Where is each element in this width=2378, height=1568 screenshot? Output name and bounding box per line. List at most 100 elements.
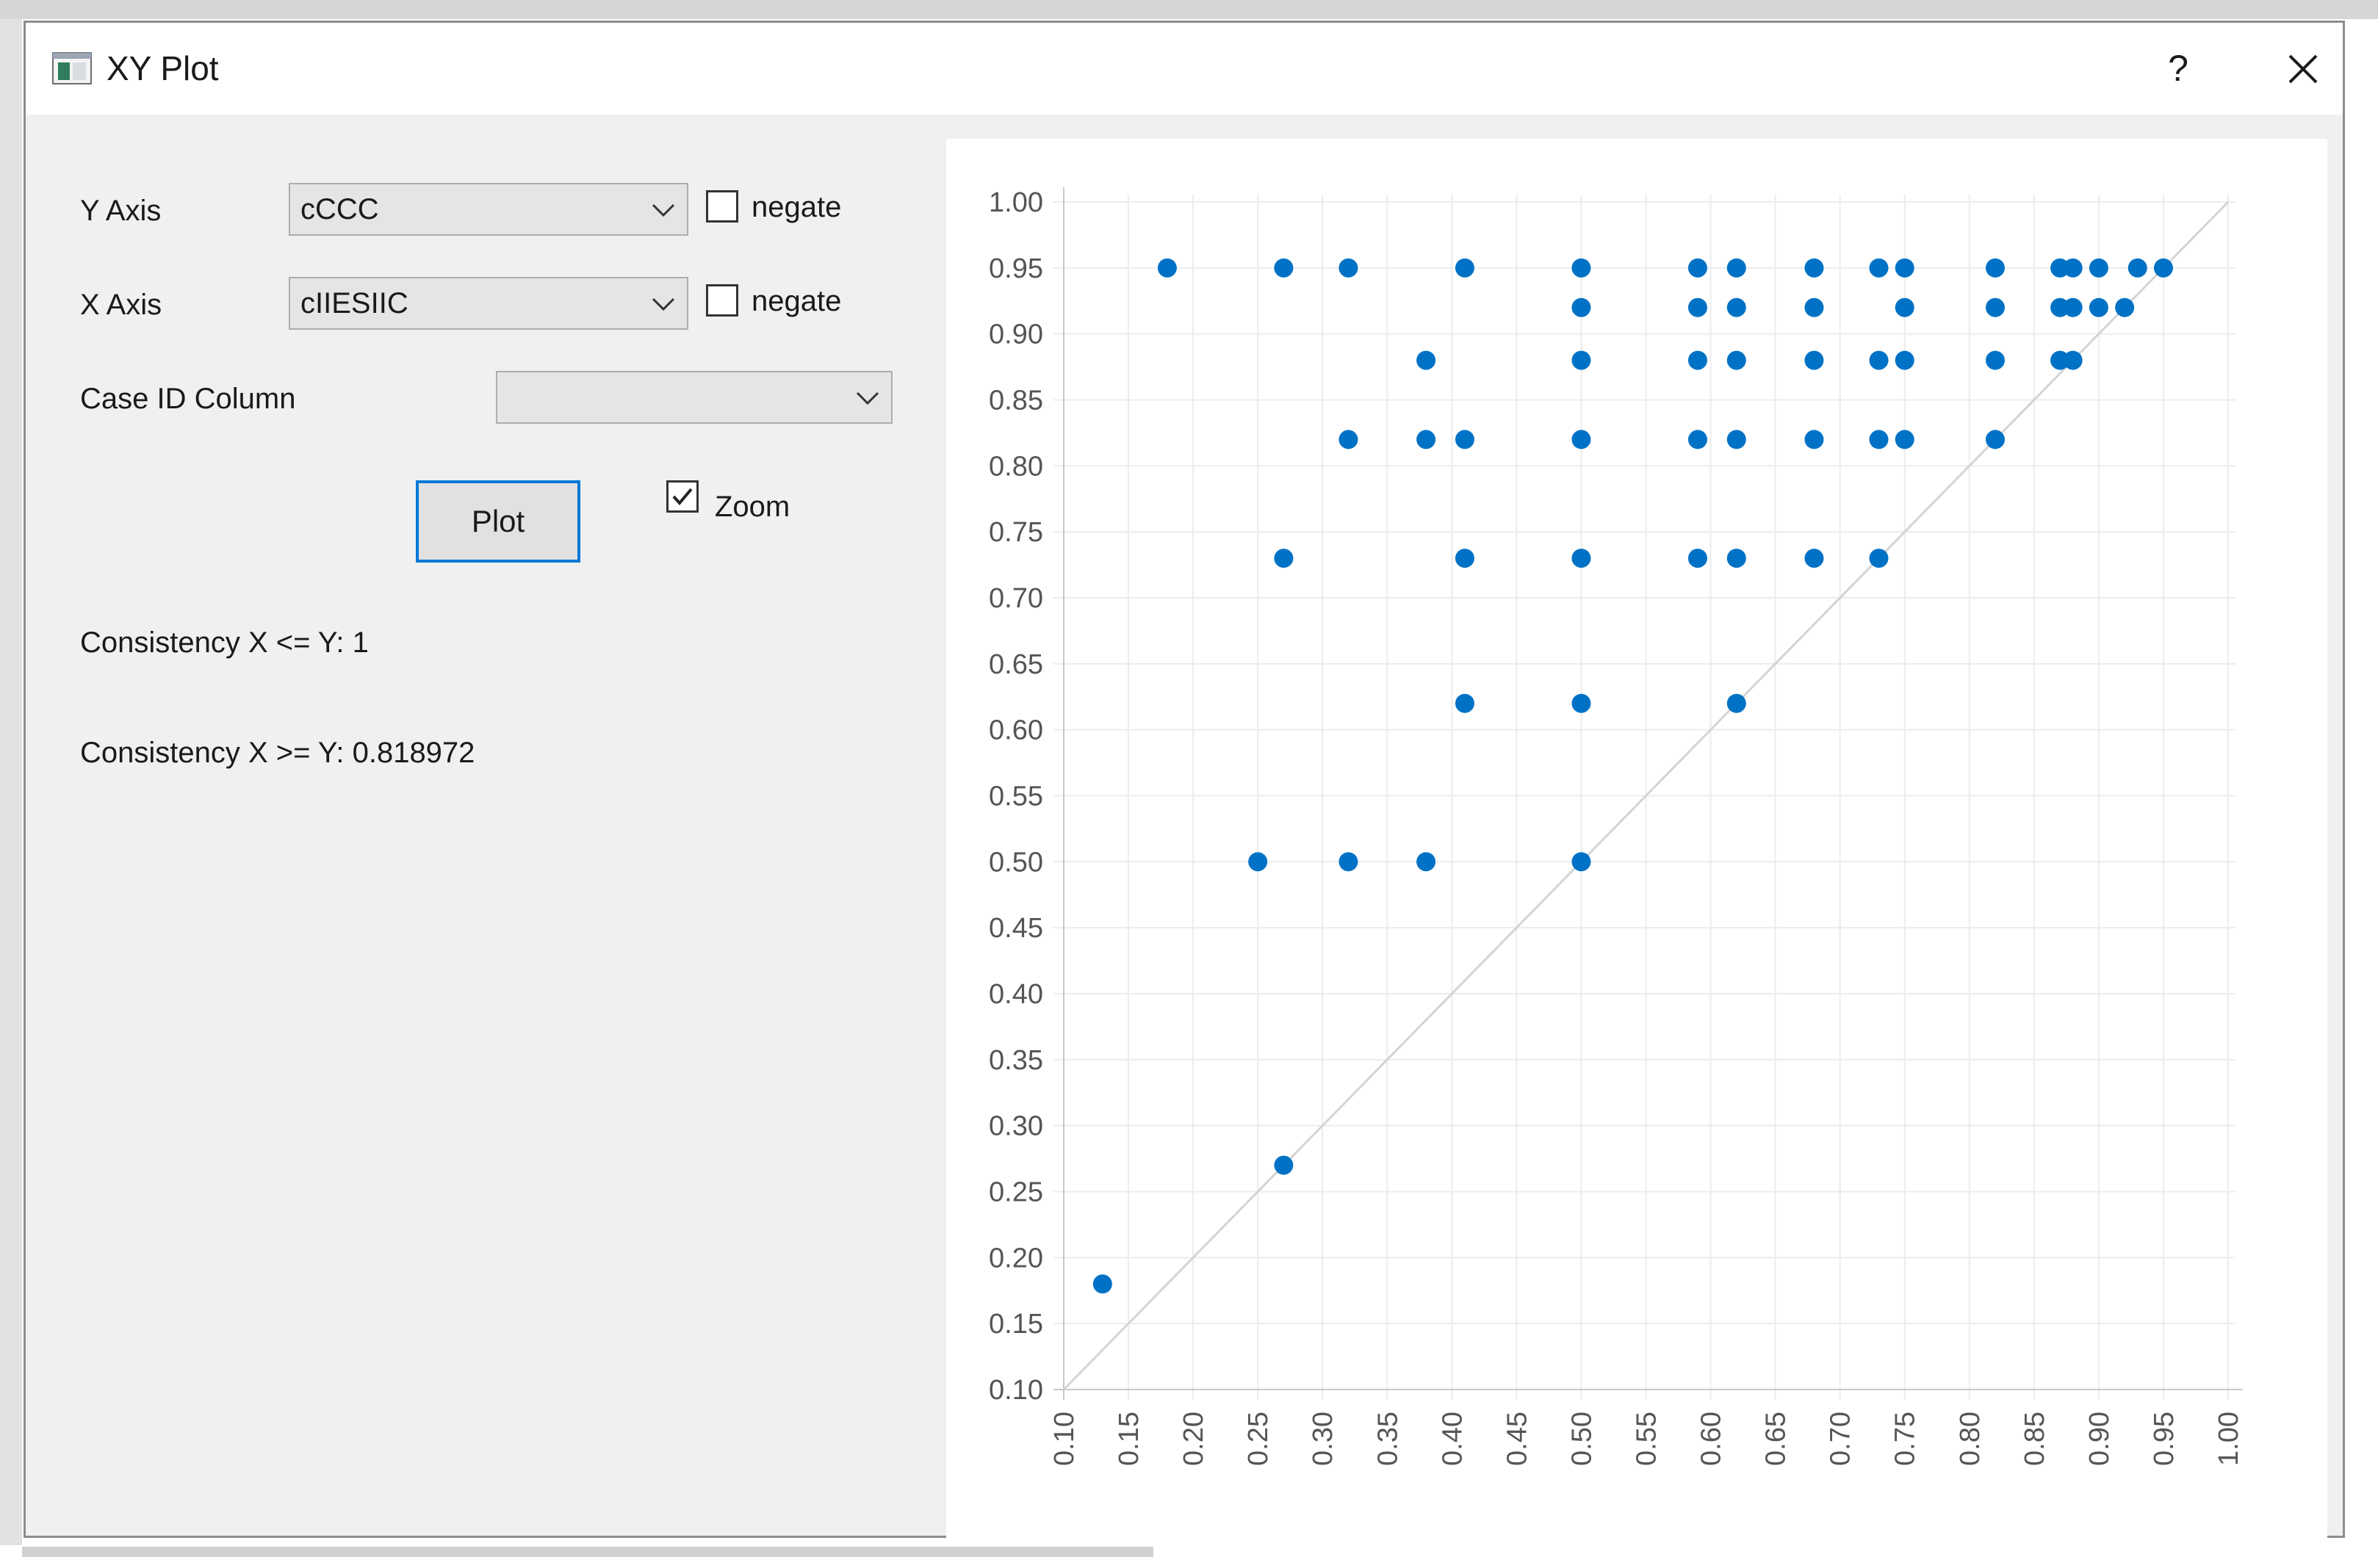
close-icon[interactable]	[2266, 43, 2340, 95]
x-tick-label: 0.40	[1437, 1412, 1468, 1466]
title-bar[interactable]: XY Plot ?	[26, 23, 2343, 115]
data-point	[1986, 297, 2005, 317]
y-axis-label: Y Axis	[80, 195, 162, 227]
x-tick-label: 0.95	[2149, 1412, 2180, 1466]
data-point	[1157, 258, 1177, 278]
y-axis-select[interactable]: cCCC	[289, 183, 688, 236]
data-point	[1804, 350, 1824, 370]
data-point	[1687, 430, 1707, 449]
y-tick-label: 0.60	[989, 715, 1043, 746]
x-tick-label: 0.20	[1178, 1412, 1209, 1466]
data-point	[1804, 297, 1824, 317]
y-tick-label: 0.20	[989, 1243, 1043, 1273]
data-point	[1986, 350, 2005, 370]
y-tick-label: 0.80	[989, 451, 1043, 482]
y-tick-label: 0.55	[989, 781, 1043, 812]
x-tick-label: 0.25	[1243, 1412, 1274, 1466]
y-tick-label: 0.75	[989, 517, 1043, 548]
y-tick-label: 1.00	[989, 187, 1043, 218]
data-point	[1274, 258, 1294, 278]
chevron-down-icon	[856, 391, 879, 405]
data-point	[1726, 693, 1746, 713]
y-tick-label: 0.65	[989, 649, 1043, 680]
y-tick-label: 0.50	[989, 847, 1043, 878]
xy-plot-dialog: XY Plot ? Y Axis cCCC negate X Axis cIIE…	[24, 21, 2345, 1539]
data-point	[1571, 549, 1591, 568]
desktop-background-left	[0, 19, 22, 1568]
data-point	[1726, 350, 1746, 370]
data-point	[1726, 430, 1746, 449]
data-point	[1274, 549, 1294, 568]
data-point	[1804, 430, 1824, 449]
help-button[interactable]: ?	[2168, 48, 2188, 89]
data-point	[1571, 350, 1591, 370]
data-point	[1986, 258, 2005, 278]
x-tick-label: 0.35	[1372, 1412, 1403, 1466]
y-negate-label: negate	[752, 191, 842, 223]
x-tick-label: 0.30	[1308, 1412, 1338, 1466]
data-point	[1416, 430, 1436, 449]
data-point	[1895, 430, 1914, 449]
data-point	[1986, 430, 2005, 449]
data-point	[1869, 258, 1889, 278]
data-point	[1571, 258, 1591, 278]
data-point	[2153, 258, 2173, 278]
data-point	[1869, 549, 1889, 568]
y-tick-label: 0.30	[989, 1111, 1043, 1142]
data-point	[1455, 693, 1474, 713]
zoom-checkbox[interactable]	[666, 480, 699, 513]
window-title: XY Plot	[107, 49, 219, 87]
plot-button[interactable]: Plot	[416, 480, 580, 563]
data-point	[1804, 258, 1824, 278]
app-window-icon	[52, 52, 92, 84]
consistency-ge-text: Consistency X >= Y: 0.818972	[80, 737, 475, 769]
data-point	[1869, 350, 1889, 370]
data-point	[1726, 549, 1746, 568]
y-tick-label: 0.85	[989, 386, 1043, 416]
checkmark-icon	[672, 488, 693, 506]
data-point	[1416, 852, 1436, 872]
x-tick-label: 0.80	[1955, 1412, 1986, 1466]
y-tick-label: 0.25	[989, 1177, 1043, 1208]
y-axis-value: cCCC	[300, 193, 379, 225]
data-point	[1726, 297, 1746, 317]
reference-diagonal-line	[1062, 200, 2230, 1391]
data-point	[1248, 852, 1268, 872]
case-id-select[interactable]	[496, 371, 893, 424]
y-tick-label: 0.35	[989, 1045, 1043, 1076]
data-point	[1687, 549, 1707, 568]
y-negate-checkbox[interactable]	[706, 190, 738, 223]
y-tick-label: 0.95	[989, 253, 1043, 284]
data-point	[2115, 297, 2135, 317]
x-tick-label: 0.45	[1502, 1412, 1532, 1466]
zoom-label: Zoom	[715, 491, 790, 523]
x-negate-checkbox[interactable]	[706, 284, 738, 317]
x-tick-label: 0.15	[1114, 1412, 1145, 1466]
horizontal-scrollbar[interactable]	[22, 1547, 1153, 1557]
data-point	[2127, 258, 2147, 278]
x-tick-label: 0.70	[1826, 1412, 1856, 1466]
data-point	[1338, 852, 1358, 872]
x-tick-label: 0.75	[1890, 1412, 1921, 1466]
x-axis-value: cIIESIIC	[300, 287, 408, 319]
y-tick-label: 0.45	[989, 913, 1043, 944]
scatter-plot-svg: 0.10 0.15 0.20 0.25 0.30 0.35 0.40 0.45 0.50 0.55…	[989, 187, 2244, 1466]
data-point	[1687, 258, 1707, 278]
data-point	[1804, 549, 1824, 568]
data-point	[1455, 258, 1474, 278]
x-tick-label: 0.55	[1632, 1412, 1662, 1466]
plot-button-label: Plot	[471, 504, 525, 538]
case-id-label: Case ID Column	[80, 383, 296, 415]
data-point	[1895, 350, 1914, 370]
data-point	[1455, 430, 1474, 449]
xy-scatter-chart[interactable]: 0.10 0.15 0.20 0.25 0.30 0.35 0.40 0.45 0.50 0.55…	[946, 139, 2327, 1539]
x-axis-select[interactable]: cIIESIIC	[289, 277, 688, 330]
data-point	[1571, 297, 1591, 317]
data-point	[2089, 258, 2108, 278]
y-tick-label: 0.70	[989, 583, 1043, 614]
data-point	[1455, 549, 1474, 568]
x-tick-label: 0.10	[1049, 1412, 1080, 1466]
data-point	[1571, 852, 1591, 872]
y-tick-label: 0.40	[989, 979, 1043, 1010]
chevron-down-icon	[652, 297, 675, 311]
